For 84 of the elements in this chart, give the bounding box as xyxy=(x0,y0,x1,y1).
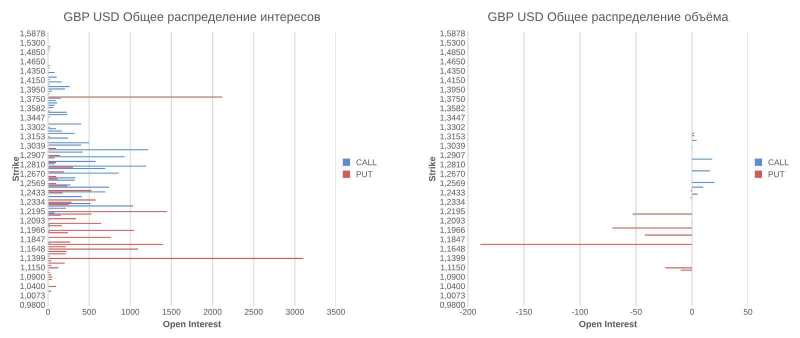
y-tick-label: 1,2334 xyxy=(440,198,465,206)
y-axis-title: Strike xyxy=(12,156,19,182)
x-tick-label: -200 xyxy=(460,308,476,315)
x-tick-label: 2000 xyxy=(204,308,222,315)
y-tick-label: 1,3153 xyxy=(20,133,45,140)
y-tick-label: 1,2907 xyxy=(20,152,45,160)
chart-title: GBP USD Общее распределение интересов xyxy=(64,12,320,24)
y-tick-label: 1,1150 xyxy=(440,264,465,272)
y-tick-label: 1,3302 xyxy=(20,124,45,131)
y-tick-label: 1,2433 xyxy=(20,190,45,196)
y-tick-label: 1,4350 xyxy=(440,68,465,75)
y-tick-label: 1,0900 xyxy=(20,274,45,281)
y-tick-label: 1,1966 xyxy=(440,227,465,234)
y-tick-label: 1,5300 xyxy=(20,40,45,47)
x-tick-label: -150 xyxy=(516,308,532,315)
y-tick-label: 1,2670 xyxy=(20,170,45,178)
y-tick-label: 1,4650 xyxy=(20,58,45,66)
x-tick-label: 1000 xyxy=(122,308,140,315)
x-tick-label: 3500 xyxy=(327,308,345,315)
y-tick-label: 1,2810 xyxy=(440,162,465,168)
y-tick-label: 1,3950 xyxy=(20,86,45,94)
y-tick-label: 1,4650 xyxy=(440,58,465,66)
y-tick-label: 1,2334 xyxy=(20,198,45,206)
x-tick-label: -50 xyxy=(630,308,642,315)
y-axis-title: Strike xyxy=(428,156,436,182)
y-tick-label: 1,5300 xyxy=(440,40,465,47)
y-tick-label: 1,3039 xyxy=(20,142,45,150)
y-tick-label: 1,5878 xyxy=(20,30,45,38)
x-tick-label: 500 xyxy=(82,308,96,315)
y-tick-label: 1,4150 xyxy=(440,77,465,84)
y-tick-label: 1,0900 xyxy=(440,274,465,281)
x-axis-title: Open Interest xyxy=(163,320,221,330)
y-tick-label: 1,3447 xyxy=(440,114,465,122)
x-axis-title: Open Interest xyxy=(579,320,637,330)
x-tick-label: 2500 xyxy=(244,308,263,315)
y-tick-label: 1,2907 xyxy=(440,152,465,160)
y-tick-label: 1,3447 xyxy=(20,114,45,122)
legend-label: CALL xyxy=(356,159,377,166)
y-tick-label: 1,2195 xyxy=(20,208,45,216)
y-tick-label: 1,0400 xyxy=(20,283,45,290)
x-tick-label: -100 xyxy=(572,308,588,315)
y-tick-label: 1,2093 xyxy=(20,218,45,225)
y-tick-label: 1,3750 xyxy=(440,96,465,103)
y-tick-label: 0,9800 xyxy=(20,302,45,309)
y-tick-label: 1,1150 xyxy=(20,264,45,272)
y-tick-label: 1,1399 xyxy=(20,255,45,262)
x-tick-label: 0 xyxy=(690,308,694,315)
y-tick-label: 1,2810 xyxy=(20,162,45,168)
y-tick-label: 1,3039 xyxy=(440,142,465,150)
y-tick-label: 1,1648 xyxy=(20,246,45,253)
y-tick-label: 1,2195 xyxy=(440,208,465,216)
y-tick-label: 1,3153 xyxy=(440,133,465,140)
y-tick-label: 1,1399 xyxy=(440,255,465,262)
legend-label: PUT xyxy=(768,171,784,178)
y-tick-label: 1,2569 xyxy=(440,180,465,188)
y-tick-label: 1,1648 xyxy=(440,246,465,253)
y-tick-label: 0,9800 xyxy=(440,302,465,309)
y-tick-label: 1,3582 xyxy=(20,105,45,112)
y-tick-label: 1,0073 xyxy=(20,292,45,300)
y-tick-label: 1,3582 xyxy=(440,105,465,112)
y-tick-label: 1,1847 xyxy=(440,236,465,244)
y-tick-label: 1,2433 xyxy=(440,190,465,196)
y-tick-label: 1,0400 xyxy=(440,283,465,290)
x-tick-label: 0 xyxy=(46,308,50,315)
y-tick-label: 1,3950 xyxy=(440,86,465,94)
y-tick-label: 1,2670 xyxy=(440,170,465,178)
chart-title: GBP USD Общее распределение объёма xyxy=(488,12,728,24)
y-tick-label: 1,4850 xyxy=(20,49,45,56)
legend-label: PUT xyxy=(356,171,372,178)
x-tick-label: 3000 xyxy=(286,308,304,315)
y-tick-label: 1,4150 xyxy=(20,77,45,84)
y-tick-label: 1,4850 xyxy=(440,49,465,56)
y-tick-label: 1,1847 xyxy=(20,236,45,244)
x-tick-label: 1500 xyxy=(162,308,180,315)
x-tick-label: 50 xyxy=(744,308,752,315)
legend-label: CALL xyxy=(768,159,789,166)
y-tick-label: 1,4350 xyxy=(20,68,45,75)
y-tick-label: 1,0073 xyxy=(440,292,465,300)
y-tick-label: 1,2569 xyxy=(20,180,45,188)
y-tick-label: 1,5878 xyxy=(440,30,465,38)
y-tick-label: 1,3302 xyxy=(440,124,465,131)
y-tick-label: 1,1966 xyxy=(20,227,45,234)
y-tick-label: 1,2093 xyxy=(440,218,465,225)
y-tick-label: 1,3750 xyxy=(20,96,45,103)
